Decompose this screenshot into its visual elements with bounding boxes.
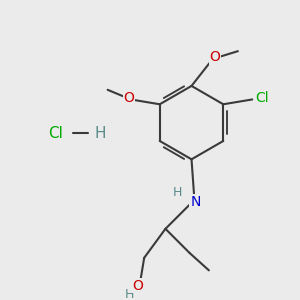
Text: O: O bbox=[132, 279, 143, 293]
Text: O: O bbox=[123, 91, 134, 104]
Text: N: N bbox=[190, 195, 201, 209]
Text: H: H bbox=[125, 288, 134, 300]
Text: H: H bbox=[94, 126, 106, 141]
Text: O: O bbox=[209, 50, 220, 64]
Text: H: H bbox=[172, 186, 182, 199]
Text: Cl: Cl bbox=[48, 126, 63, 141]
Text: Cl: Cl bbox=[255, 91, 269, 104]
